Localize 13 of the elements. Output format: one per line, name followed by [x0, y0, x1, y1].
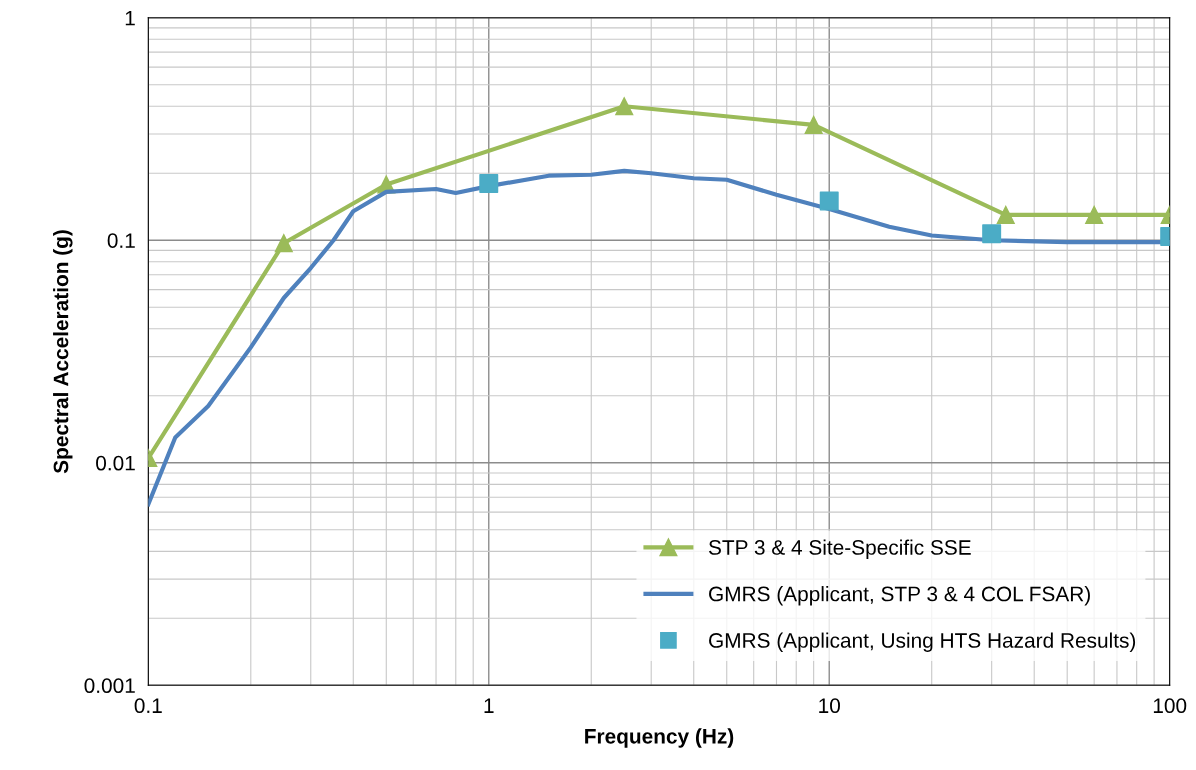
legend-label: GMRS (Applicant, Using HTS Hazard Results): [709, 632, 1136, 652]
x-axis-title: Frequency (Hz): [585, 728, 734, 748]
x-tick-label: 1: [484, 698, 494, 713]
y-tick-label: 1: [125, 10, 135, 26]
legend-label: STP 3 & 4 Site-Specific SSE: [708, 539, 971, 559]
y-tick-label: 0.01: [96, 455, 135, 471]
y-axis-title: Spectral Acceleration (g): [53, 230, 73, 474]
legend-label: GMRS (Applicant, STP 3 & 4 COL FSAR): [709, 586, 1090, 606]
y-tick-label: 0.1: [107, 233, 135, 248]
y-tick-label: 0.001: [84, 678, 135, 694]
x-tick-label: 10: [819, 698, 840, 714]
x-tick-label: 100: [1153, 698, 1187, 714]
x-tick-label: 0.1: [134, 698, 162, 714]
